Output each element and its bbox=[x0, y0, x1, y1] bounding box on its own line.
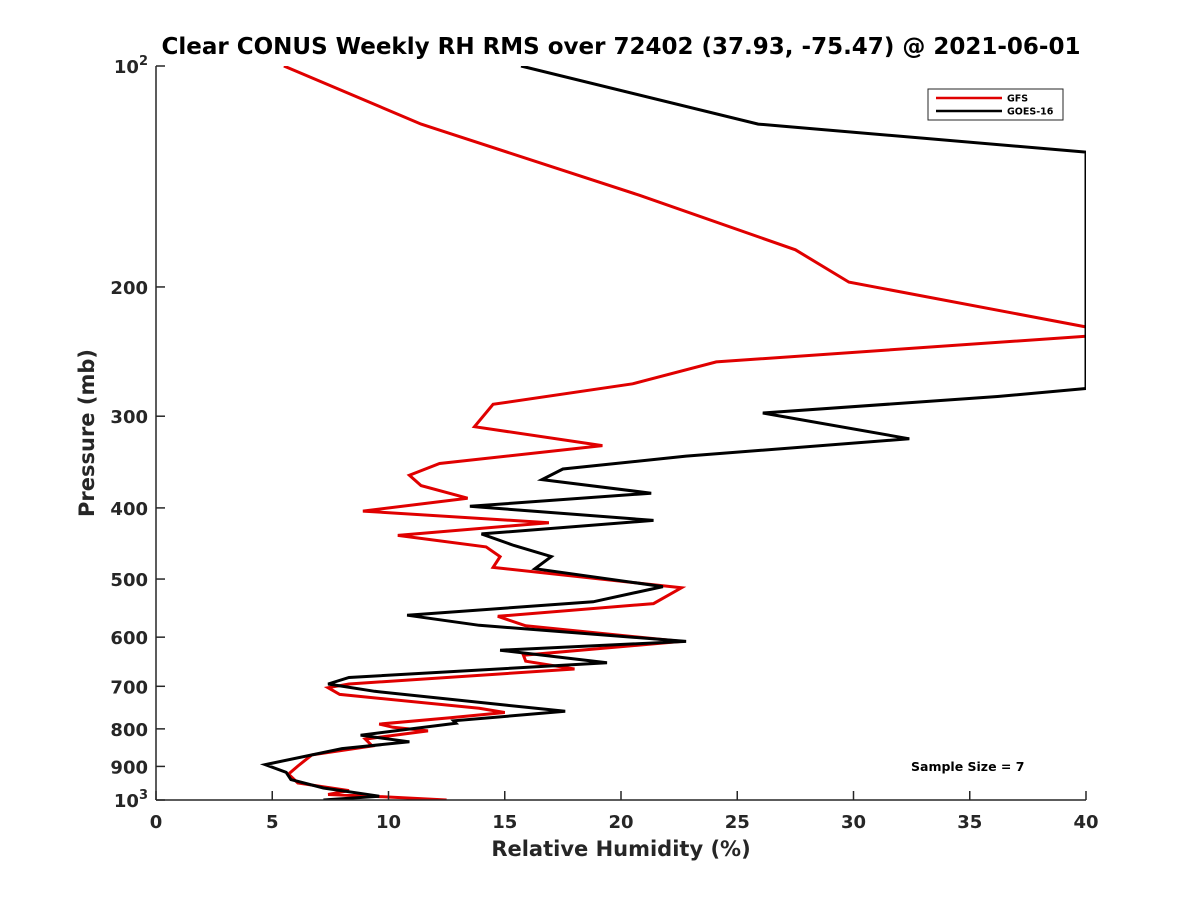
y-tick-label: 102 bbox=[114, 54, 148, 78]
x-tick-label: 30 bbox=[841, 812, 866, 833]
x-tick-label: 40 bbox=[1073, 812, 1098, 833]
y-tick-label: 900 bbox=[110, 757, 148, 778]
y-tick-label: 300 bbox=[110, 407, 148, 428]
legend: GFS GOES-16 bbox=[927, 88, 1064, 121]
y-tick-label: 200 bbox=[110, 278, 148, 299]
x-tick-label: 5 bbox=[266, 812, 279, 833]
plot-area bbox=[156, 66, 1086, 800]
chart-title: Clear CONUS Weekly RH RMS over 72402 (37… bbox=[162, 34, 1081, 60]
y-tick-label: 800 bbox=[110, 720, 148, 741]
y-tick-label: 600 bbox=[110, 628, 148, 649]
series-line-goes16 bbox=[259, 66, 1086, 800]
x-axis-label: Relative Humidity (%) bbox=[491, 837, 750, 861]
legend-label-goes16: GOES-16 bbox=[1007, 107, 1054, 118]
x-tick-label: 10 bbox=[376, 812, 401, 833]
x-tick-label: 20 bbox=[608, 812, 633, 833]
y-tick-label: 103 bbox=[114, 788, 148, 812]
series-layer bbox=[259, 66, 1086, 800]
legend-box bbox=[927, 88, 1064, 121]
x-tick-label: 15 bbox=[492, 812, 517, 833]
legend-label-gfs: GFS bbox=[1007, 94, 1028, 105]
y-axis-label: Pressure (mb) bbox=[75, 349, 99, 517]
sample-size-annotation: Sample Size = 7 bbox=[911, 759, 1024, 774]
x-tick-label: 35 bbox=[957, 812, 982, 833]
ticks-layer: 0 5 10 15 20 25 30 35 40 102 200 300 400 500 600 700 800… bbox=[110, 54, 1098, 833]
y-tick-label: 500 bbox=[110, 570, 148, 591]
y-tick-label: 400 bbox=[110, 499, 148, 520]
x-tick-label: 0 bbox=[150, 812, 163, 833]
y-tick-label: 700 bbox=[110, 677, 148, 698]
x-tick-label: 25 bbox=[725, 812, 750, 833]
